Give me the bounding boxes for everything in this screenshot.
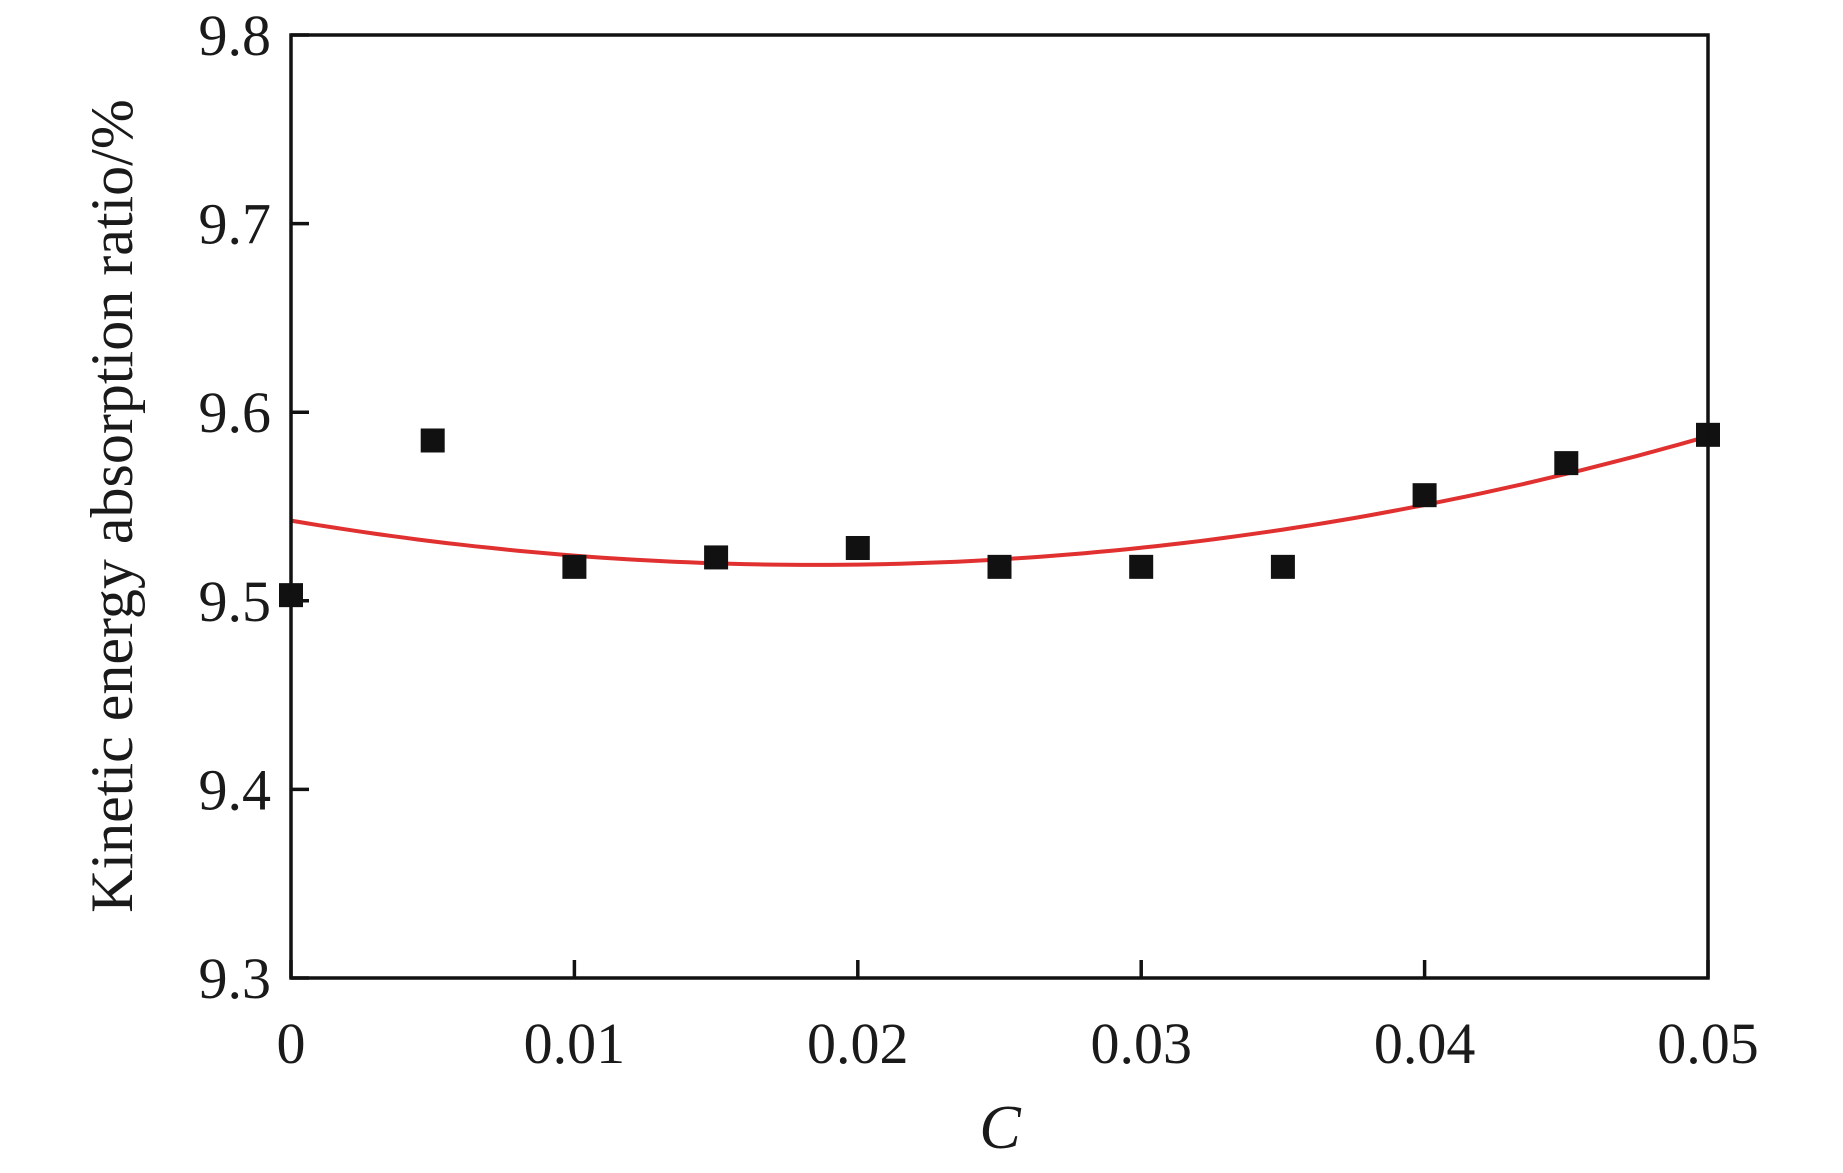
y-tick-label: 9.6 [199,380,272,445]
y-axis-label: Kinetic energy absorption ratio/% [79,99,145,913]
fit-curve [290,434,1709,567]
x-tick-label: 0 [277,1011,306,1076]
data-point [987,554,1012,579]
data-point [704,545,729,570]
data-point [1129,554,1154,579]
y-tick-label: 9.3 [199,946,272,1011]
y-tick-label: 9.8 [199,3,272,68]
data-point [1270,554,1295,579]
plot-frame [289,33,1710,980]
y-tick-label: 9.4 [199,757,272,822]
x-tick-label: 0.05 [1657,1011,1759,1076]
y-tick-label: 9.5 [199,569,272,634]
x-tick-label: 0.02 [807,1011,909,1076]
data-point [1554,451,1579,476]
data-point [420,428,445,453]
data-point [845,535,870,560]
data-point [1412,483,1437,508]
x-tick-label: 0.03 [1090,1011,1192,1076]
data-point [562,554,587,579]
x-tick-label: 0.01 [524,1011,626,1076]
x-tick-label: 0.04 [1374,1011,1476,1076]
x-axis-label: C [979,1094,1021,1162]
y-tick-label: 9.7 [199,192,272,257]
